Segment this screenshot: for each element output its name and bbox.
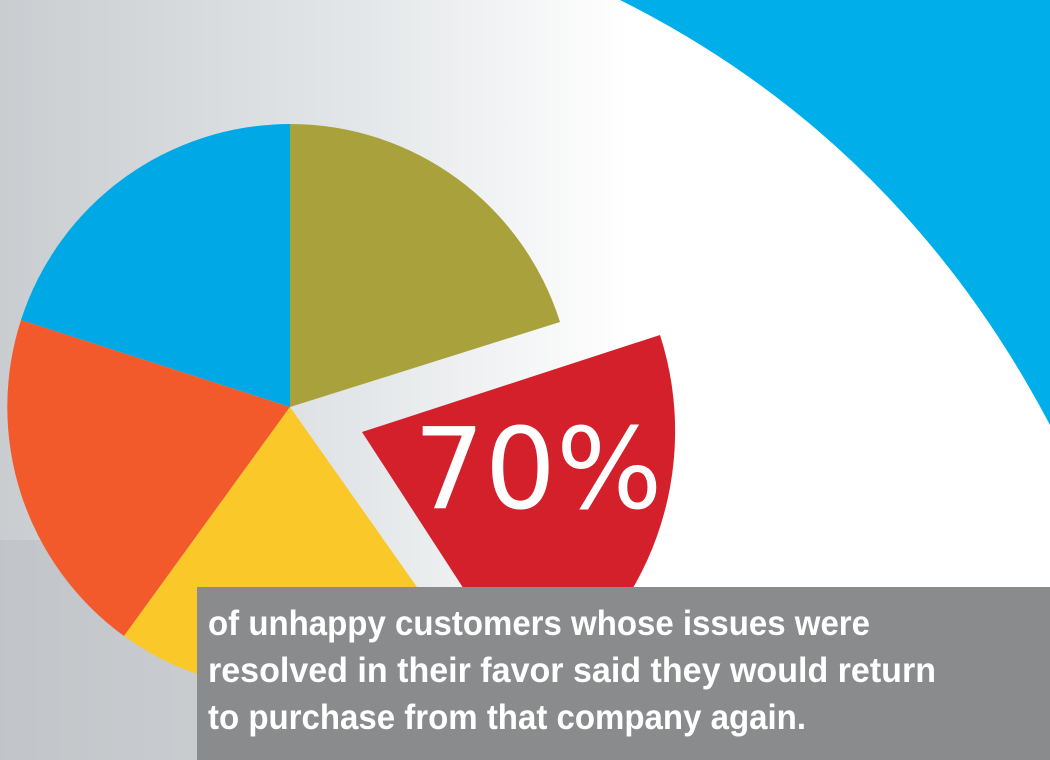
pie-slice-blue <box>21 124 290 407</box>
blue-corner <box>620 0 1050 425</box>
caption-box <box>197 587 1050 760</box>
caption-line: to purchase from that company again. <box>208 698 806 737</box>
stat-value: 70% <box>414 405 663 535</box>
caption-line: resolved in their favor said they would … <box>208 651 936 690</box>
caption-line: of unhappy customers whose issues were <box>208 604 870 643</box>
pie-slice-orange <box>7 320 291 636</box>
pie-slice-olive <box>290 124 560 407</box>
